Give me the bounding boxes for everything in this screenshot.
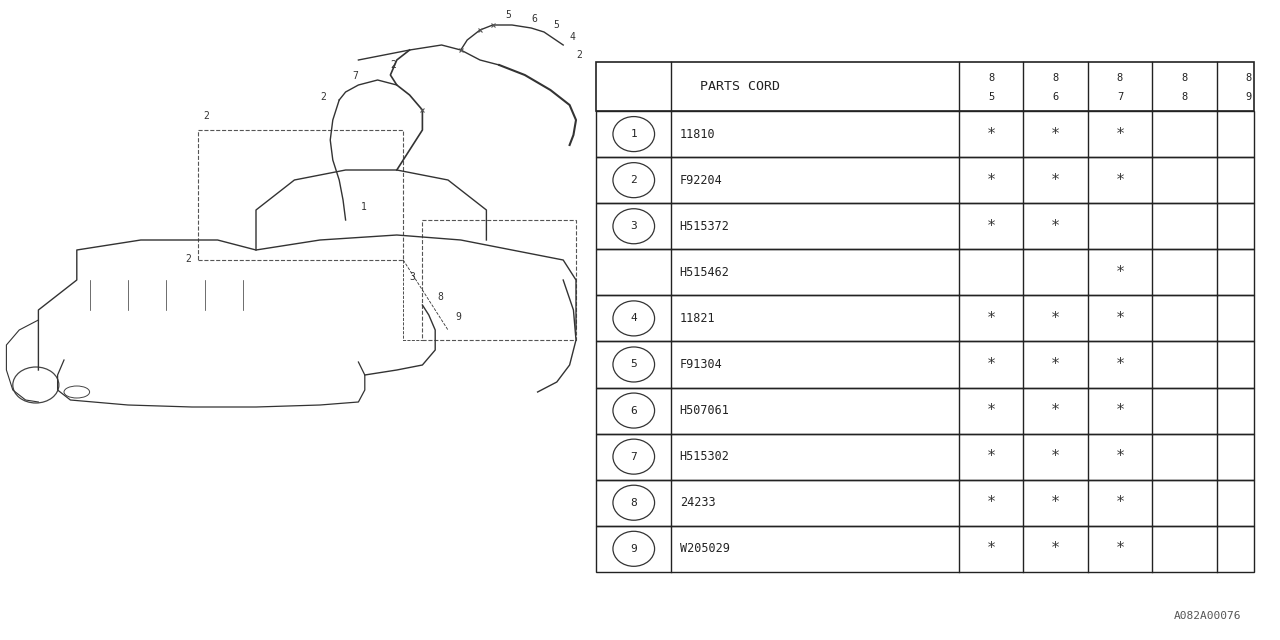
Text: H515462: H515462 — [680, 266, 730, 279]
Text: 9: 9 — [1245, 92, 1252, 102]
Text: 7: 7 — [352, 71, 358, 81]
Bar — [596, 249, 1253, 295]
Text: *: * — [1051, 541, 1060, 556]
Text: 6: 6 — [1052, 92, 1059, 102]
Text: F91304: F91304 — [680, 358, 722, 371]
Text: *: * — [987, 403, 996, 418]
Text: 1: 1 — [361, 202, 367, 212]
Text: W205029: W205029 — [680, 542, 730, 556]
Text: *: * — [1051, 449, 1060, 464]
Text: *: * — [1051, 173, 1060, 188]
Bar — [596, 157, 1253, 203]
Text: *: * — [987, 173, 996, 188]
Text: *: * — [987, 541, 996, 556]
Text: *: * — [1051, 403, 1060, 418]
Text: *: * — [987, 219, 996, 234]
Bar — [596, 111, 1253, 157]
Text: 5: 5 — [630, 360, 637, 369]
Text: 11821: 11821 — [680, 312, 716, 325]
Bar — [596, 203, 1253, 249]
Text: 7: 7 — [630, 452, 637, 461]
Text: *: * — [1051, 219, 1060, 234]
Bar — [596, 341, 1253, 387]
Text: PARTS CORD: PARTS CORD — [700, 80, 780, 93]
Text: *: * — [987, 311, 996, 326]
Bar — [596, 525, 1253, 572]
Bar — [596, 479, 1253, 525]
Text: *: * — [1115, 311, 1125, 326]
Text: 5: 5 — [506, 10, 512, 20]
Bar — [596, 433, 1253, 479]
Text: 5: 5 — [553, 20, 559, 30]
Bar — [198, 130, 403, 260]
Text: 3: 3 — [410, 272, 416, 282]
Text: 9: 9 — [630, 544, 637, 554]
Text: H507061: H507061 — [680, 404, 730, 417]
Text: *: * — [1115, 403, 1125, 418]
Text: 1: 1 — [630, 129, 637, 139]
Text: 6: 6 — [531, 14, 538, 24]
Text: *: * — [1115, 127, 1125, 141]
Text: 24233: 24233 — [680, 496, 716, 509]
Text: *: * — [1051, 127, 1060, 141]
Text: 2: 2 — [320, 92, 326, 102]
Text: 4: 4 — [630, 314, 637, 323]
Text: 2: 2 — [576, 50, 582, 60]
Text: *: * — [987, 357, 996, 372]
Text: *: * — [1115, 357, 1125, 372]
Text: 8: 8 — [630, 498, 637, 508]
Text: 7: 7 — [1117, 92, 1123, 102]
Bar — [596, 62, 1253, 111]
Text: *: * — [1115, 265, 1125, 280]
Text: *: * — [1115, 541, 1125, 556]
Text: *: * — [987, 495, 996, 510]
Text: 11810: 11810 — [680, 127, 716, 141]
Text: 8: 8 — [1181, 73, 1188, 83]
Bar — [596, 295, 1253, 341]
Text: *: * — [1051, 311, 1060, 326]
Text: 8: 8 — [1117, 73, 1123, 83]
Text: F92204: F92204 — [680, 173, 722, 187]
Text: *: * — [987, 127, 996, 141]
Text: 8: 8 — [988, 73, 995, 83]
Bar — [596, 387, 1253, 433]
Text: 2: 2 — [186, 254, 192, 264]
Text: H515302: H515302 — [680, 450, 730, 463]
Text: 6: 6 — [630, 406, 637, 415]
Text: *: * — [1115, 449, 1125, 464]
Text: 2: 2 — [630, 175, 637, 185]
Text: A082A00076: A082A00076 — [1174, 611, 1242, 621]
Text: 5: 5 — [988, 92, 995, 102]
Text: 2: 2 — [390, 60, 397, 70]
Text: 8: 8 — [1052, 73, 1059, 83]
Text: *: * — [1115, 495, 1125, 510]
Text: H515372: H515372 — [680, 220, 730, 233]
Text: 9: 9 — [456, 312, 462, 322]
Text: 3: 3 — [630, 221, 637, 231]
Bar — [422, 220, 576, 340]
Text: 4: 4 — [570, 32, 576, 42]
Text: 8: 8 — [438, 292, 444, 302]
Text: *: * — [987, 449, 996, 464]
Text: 8: 8 — [1181, 92, 1188, 102]
Text: 8: 8 — [1245, 73, 1252, 83]
Text: *: * — [1051, 495, 1060, 510]
Text: *: * — [1051, 357, 1060, 372]
Text: 2: 2 — [204, 111, 210, 121]
Text: *: * — [1115, 173, 1125, 188]
